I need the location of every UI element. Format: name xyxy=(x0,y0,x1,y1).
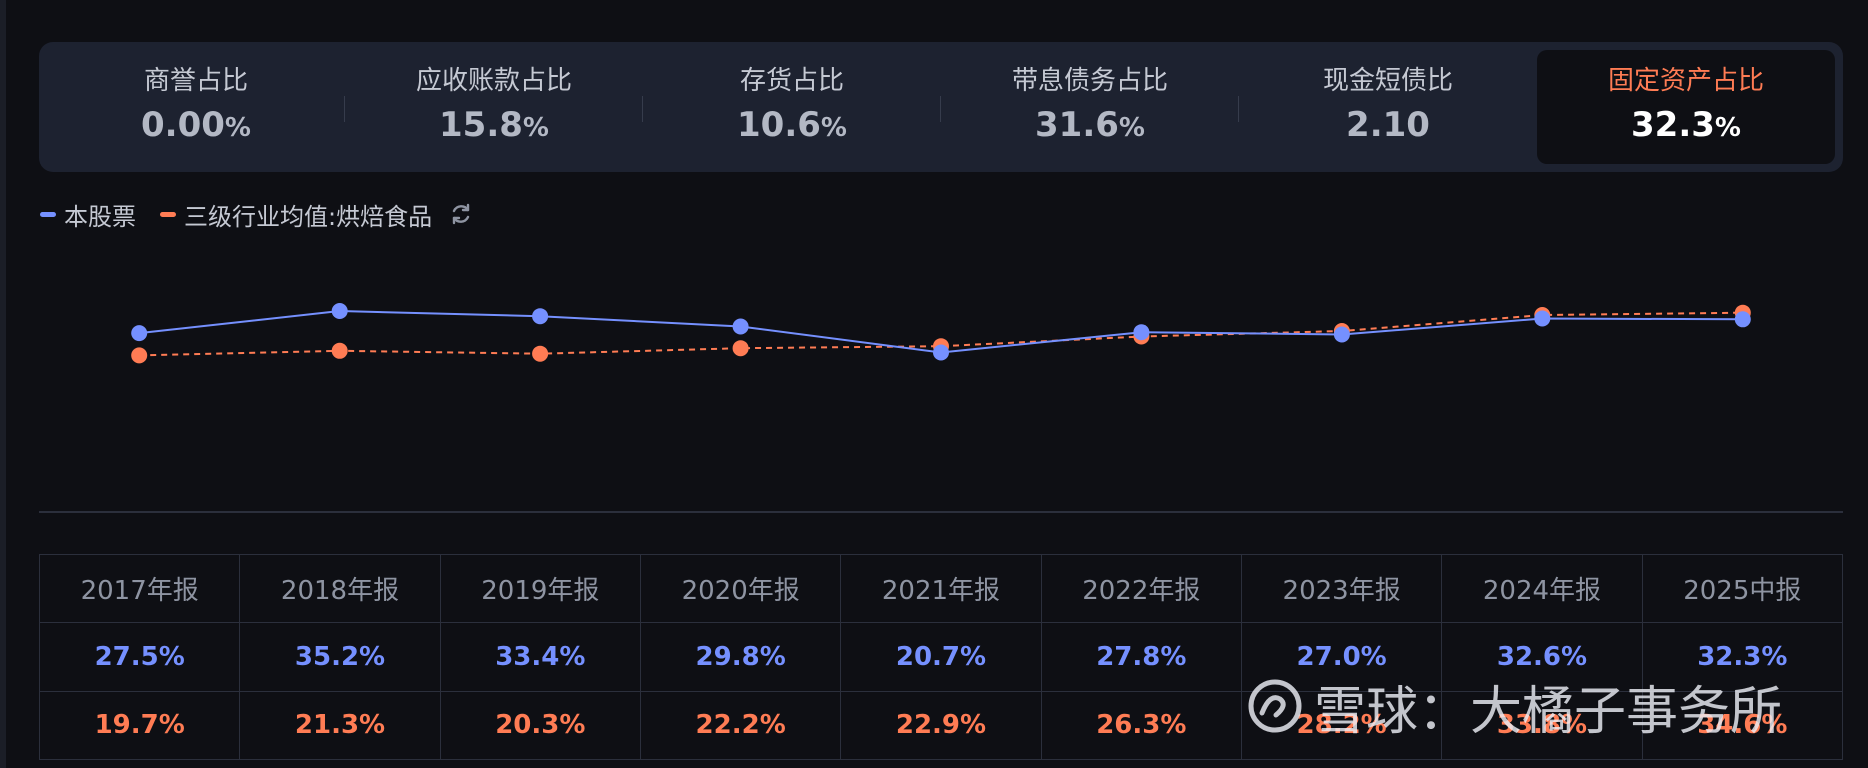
table-cell-industry: 22.2% xyxy=(639,690,842,761)
metric-separator xyxy=(344,96,345,122)
data-point-stock[interactable] xyxy=(1133,324,1150,341)
table-row-stock: 27.5% 35.2% 33.4% 29.8% 20.7% 27.8% 27.0… xyxy=(38,622,1844,692)
legend-swatch-industry xyxy=(160,211,176,217)
metric-tab-receivables[interactable]: 应收账款占比 15.8% xyxy=(345,50,643,164)
metric-tabs: 商誉占比 0.00% 应收账款占比 15.8% 存货占比 10.6% 带息债务占… xyxy=(39,42,1843,172)
data-point-industry[interactable] xyxy=(532,345,549,362)
data-point-industry[interactable] xyxy=(131,347,148,364)
left-edge-border xyxy=(0,0,6,768)
table-cell-stock: 33.4% xyxy=(439,622,641,692)
legend-label-industry: 三级行业均值:烘焙食品 xyxy=(184,202,433,231)
metric-label: 带息债务占比 xyxy=(1011,65,1168,96)
table-header-cell: 2020年报 xyxy=(639,553,842,624)
metric-value: 0.00% xyxy=(141,104,251,145)
metric-tab-fixed-assets[interactable]: 固定资产占比 32.3% xyxy=(1537,50,1835,164)
metric-tab-goodwill[interactable]: 商誉占比 0.00% xyxy=(47,50,345,164)
metric-value: 2.10 xyxy=(1346,104,1430,145)
metric-separator xyxy=(1238,96,1239,122)
table-header-row: 2017年报 2018年报 2019年报 2020年报 2021年报 2022年… xyxy=(38,553,1844,624)
metric-separator xyxy=(642,96,643,122)
legend-item-stock[interactable]: 本股票 xyxy=(40,197,136,232)
metric-tab-inventory[interactable]: 存货占比 10.6% xyxy=(643,50,941,164)
table-header-cell: 2017年报 xyxy=(38,553,241,624)
data-point-stock[interactable] xyxy=(1534,310,1551,327)
legend-item-industry[interactable]: 三级行业均值:烘焙食品 xyxy=(160,197,432,232)
metric-tab-interest-debt[interactable]: 带息债务占比 31.6% xyxy=(941,50,1239,164)
refresh-icon[interactable] xyxy=(448,201,474,227)
series-line-industry xyxy=(139,311,1743,357)
metric-label: 存货占比 xyxy=(739,65,844,96)
metric-label: 应收账款占比 xyxy=(415,65,572,96)
table-cell-stock: 32.3% xyxy=(1641,622,1844,692)
data-point-stock[interactable] xyxy=(131,325,148,342)
metric-label: 固定资产占比 xyxy=(1607,65,1764,96)
metric-label: 现金短债比 xyxy=(1322,65,1453,96)
table-cell-stock: 27.5% xyxy=(38,622,241,692)
data-point-stock[interactable] xyxy=(732,318,749,335)
data-point-stock[interactable] xyxy=(532,308,549,325)
table-header-cell: 2025中报 xyxy=(1641,553,1844,624)
data-point-stock[interactable] xyxy=(1333,326,1350,343)
table-header-cell: 2019年报 xyxy=(439,553,641,624)
table-cell-industry: 28.2% xyxy=(1240,690,1443,761)
table-cell-industry: 34.6% xyxy=(1641,690,1844,761)
table-cell-stock: 27.8% xyxy=(1040,622,1242,692)
data-point-industry[interactable] xyxy=(331,342,348,359)
table-cell-stock: 32.6% xyxy=(1441,622,1643,692)
table-cell-stock: 35.2% xyxy=(239,622,441,692)
table-cell-industry: 33.8% xyxy=(1441,690,1643,761)
metric-label: 商誉占比 xyxy=(143,65,248,96)
legend-swatch-stock xyxy=(40,211,56,217)
table-cell-industry: 19.7% xyxy=(38,690,241,761)
table-header-cell: 2023年报 xyxy=(1240,553,1443,624)
metric-value: 32.3% xyxy=(1631,104,1741,145)
metric-tab-cash-short-debt[interactable]: 现金短债比 2.10 xyxy=(1239,50,1537,164)
table-cell-industry: 21.3% xyxy=(239,690,441,761)
data-point-stock[interactable] xyxy=(933,344,949,361)
legend-label-stock: 本股票 xyxy=(64,202,136,231)
metric-value: 31.6% xyxy=(1035,104,1145,145)
table-cell-industry: 22.9% xyxy=(840,690,1042,761)
line-chart xyxy=(39,303,1843,513)
data-point-stock[interactable] xyxy=(1734,311,1751,328)
table-header-cell: 2021年报 xyxy=(840,553,1042,624)
data-point-stock[interactable] xyxy=(331,303,348,319)
table-cell-industry: 20.3% xyxy=(439,690,641,761)
table-header-cell: 2022年报 xyxy=(1040,553,1242,624)
table-row-industry: 19.7% 21.3% 20.3% 22.2% 22.9% 26.3% 28.2… xyxy=(38,690,1844,761)
metric-separator xyxy=(940,96,941,122)
data-point-industry[interactable] xyxy=(732,340,749,357)
metric-value: 10.6% xyxy=(737,104,847,145)
table-header-cell: 2018年报 xyxy=(239,553,441,624)
table-cell-stock: 20.7% xyxy=(840,622,1042,692)
table-cell-industry: 26.3% xyxy=(1040,690,1242,761)
table-header-cell: 2024年报 xyxy=(1441,553,1643,624)
chart-legend: 本股票 三级行业均值:烘焙食品 xyxy=(40,197,474,232)
table-cell-stock: 27.0% xyxy=(1240,622,1443,692)
data-table: 2017年报 2018年报 2019年报 2020年报 2021年报 2022年… xyxy=(38,553,1844,761)
table-cell-stock: 29.8% xyxy=(639,622,842,692)
metric-value: 15.8% xyxy=(439,104,549,145)
